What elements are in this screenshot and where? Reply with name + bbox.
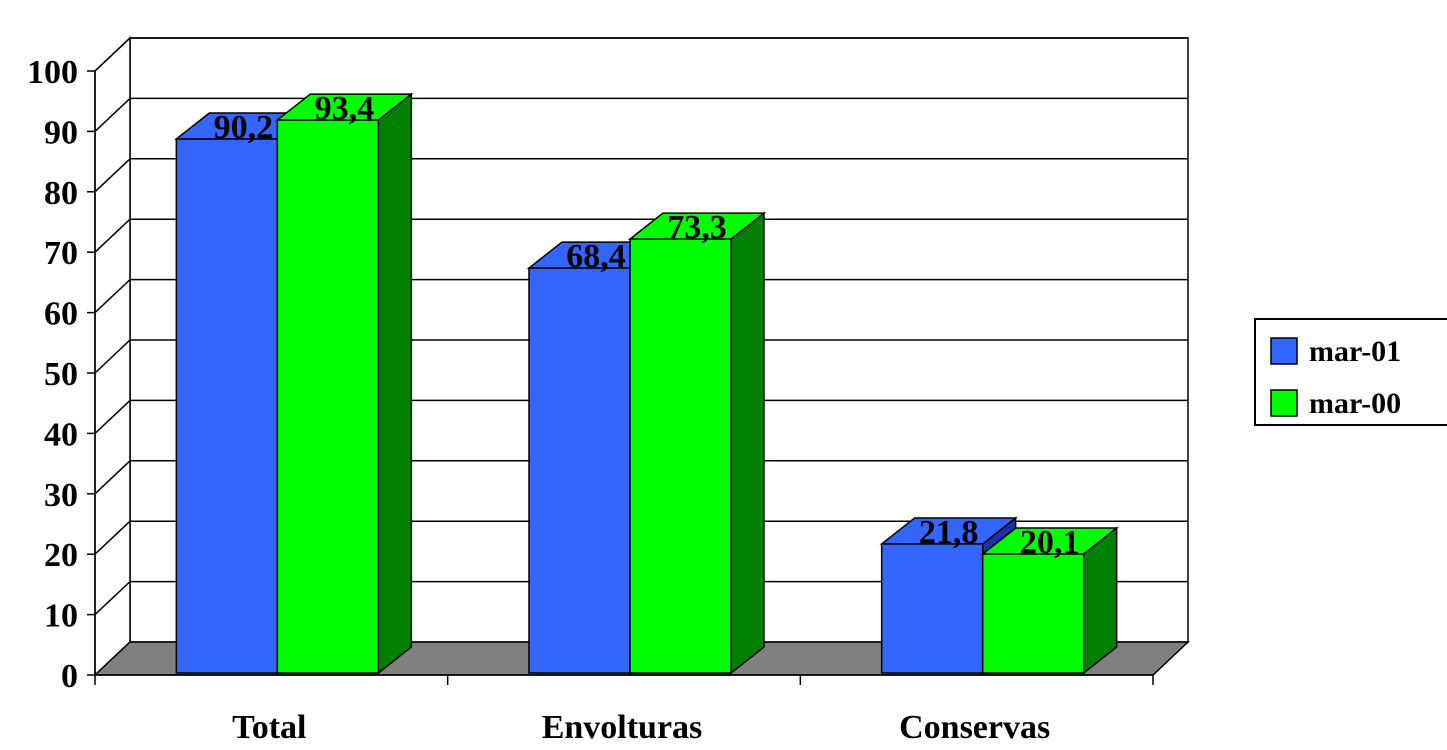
y-tick-label: 30 (44, 477, 78, 514)
data-labels: 90,2 93,4 68,4 73,3 21,8 20,1 (214, 90, 1080, 561)
bar-side (377, 92, 413, 675)
x-tick-label: Envolturas (542, 709, 703, 745)
legend-label: mar-00 (1309, 387, 1401, 420)
bar (981, 553, 1085, 674)
x-tick-label: Conservas (899, 709, 1050, 745)
y-tick-label: 50 (44, 356, 78, 393)
gridline-side (94, 399, 131, 434)
axes: Total Envolturas Conservas 0 10 20 30 40 50 60 70 8… (27, 54, 1154, 746)
data-label: 93,4 (315, 90, 375, 127)
gridline-side (94, 460, 131, 495)
data-label: 68,4 (566, 238, 626, 275)
legend-swatch (1270, 337, 1298, 365)
y-tick-label: 10 (44, 598, 78, 635)
y-tick-label: 0 (61, 658, 78, 695)
y-tick-label: 60 (44, 296, 78, 333)
y-tick-label: 40 (44, 416, 78, 453)
gridline-side (94, 279, 131, 314)
gridline-side (94, 339, 131, 374)
y-tick-label: 90 (44, 114, 78, 151)
data-label: 73,3 (667, 209, 727, 246)
x-tick-label: Total (232, 709, 306, 745)
y-tick-label: 20 (44, 537, 78, 574)
bar-side (730, 211, 765, 675)
legend: mar-01 mar-00 (1254, 318, 1447, 426)
bar (175, 138, 279, 674)
data-label: 21,8 (919, 514, 979, 551)
y-tick-label: 80 (44, 175, 78, 212)
bar (629, 238, 732, 674)
data-label: 20,1 (1020, 524, 1080, 561)
y-tick-label: 100 (27, 54, 78, 91)
gridline-side (94, 520, 131, 555)
bars (174, 92, 1119, 675)
gridline-side (94, 158, 131, 193)
gridline-side (94, 581, 131, 616)
data-label: 90,2 (214, 109, 274, 146)
bar (528, 267, 631, 674)
gridline-side (94, 97, 131, 132)
bar (276, 119, 380, 674)
bar (880, 543, 984, 674)
y-tick-label: 70 (44, 235, 78, 272)
gridline-side (94, 37, 131, 72)
legend-label: mar-01 (1309, 335, 1401, 368)
gridline-side (94, 218, 131, 253)
legend-swatch (1270, 389, 1298, 417)
